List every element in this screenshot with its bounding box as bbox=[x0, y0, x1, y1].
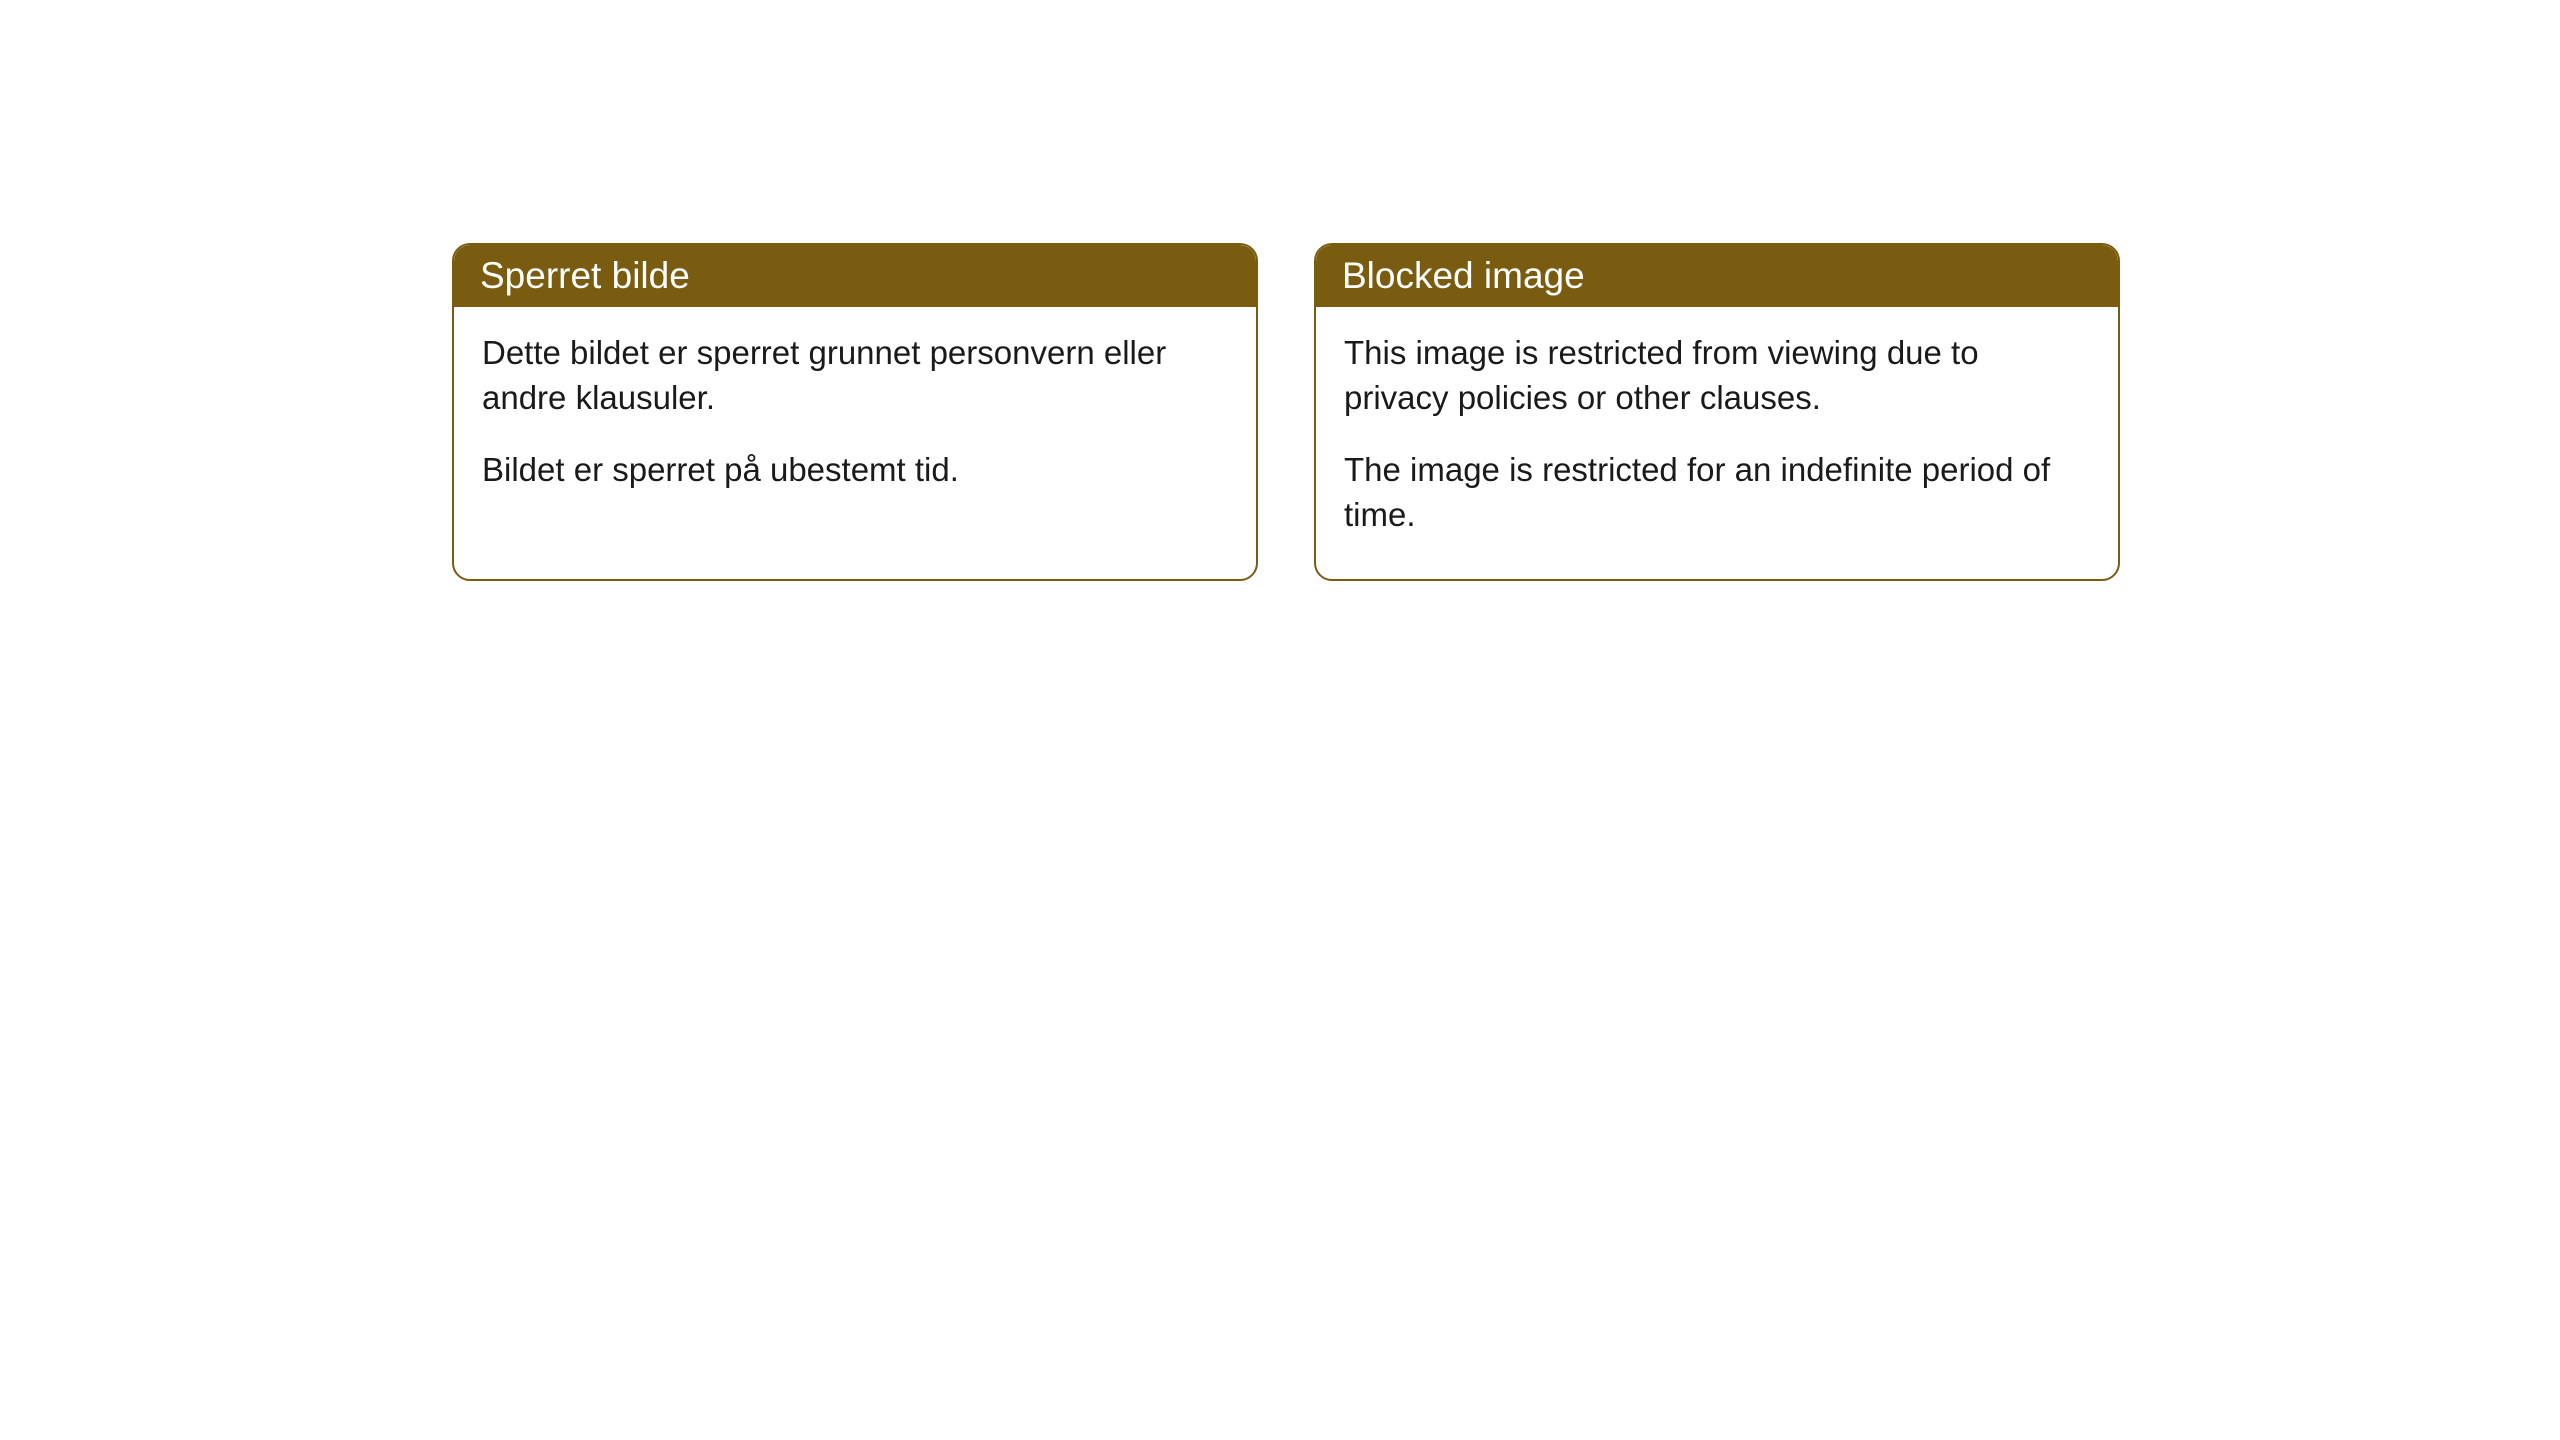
blocked-image-card-en: Blocked image This image is restricted f… bbox=[1314, 243, 2120, 581]
card-header-no: Sperret bilde bbox=[454, 245, 1256, 307]
card-body-no: Dette bildet er sperret grunnet personve… bbox=[454, 307, 1256, 517]
card-text-no-1: Dette bildet er sperret grunnet personve… bbox=[482, 331, 1228, 420]
card-text-no-2: Bildet er sperret på ubestemt tid. bbox=[482, 448, 1228, 493]
blocked-image-card-no: Sperret bilde Dette bildet er sperret gr… bbox=[452, 243, 1258, 581]
card-body-en: This image is restricted from viewing du… bbox=[1316, 307, 2118, 561]
card-text-en-1: This image is restricted from viewing du… bbox=[1344, 331, 2090, 420]
notice-cards-container: Sperret bilde Dette bildet er sperret gr… bbox=[452, 243, 2120, 581]
card-header-en: Blocked image bbox=[1316, 245, 2118, 307]
card-text-en-2: The image is restricted for an indefinit… bbox=[1344, 448, 2090, 537]
